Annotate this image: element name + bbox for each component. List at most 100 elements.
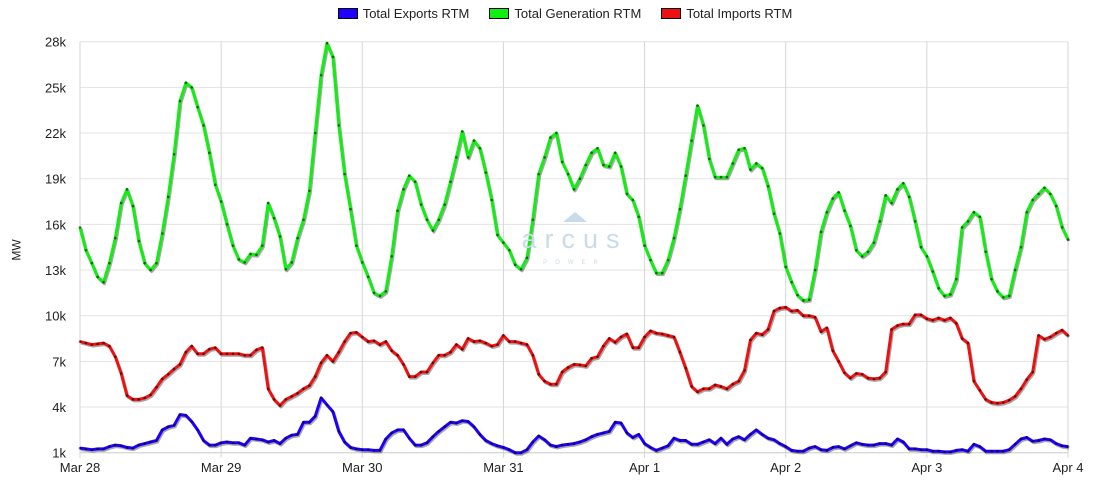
data-point <box>302 420 305 424</box>
data-point <box>213 443 217 447</box>
data-point <box>413 375 417 378</box>
data-point <box>984 398 987 401</box>
data-point <box>266 440 270 444</box>
data-point <box>319 361 323 365</box>
y-tick-label: 10k <box>45 309 66 324</box>
data-point <box>737 435 740 439</box>
data-point <box>366 275 370 279</box>
data-point <box>790 449 793 452</box>
data-point <box>490 344 493 348</box>
data-point <box>531 440 535 444</box>
data-point <box>349 331 352 335</box>
legend-swatch <box>489 8 510 19</box>
data-point <box>743 369 746 372</box>
data-point <box>155 439 158 442</box>
data-point <box>996 401 999 405</box>
data-point <box>143 396 146 400</box>
data-point <box>943 318 946 322</box>
data-point <box>384 290 388 293</box>
data-point <box>813 445 817 448</box>
data-point <box>778 442 782 445</box>
y-tick-label: 19k <box>45 172 66 187</box>
legend: Total Exports RTM Total Generation RTM T… <box>0 6 1100 21</box>
data-point <box>149 440 152 444</box>
data-point <box>1002 401 1005 404</box>
data-point <box>149 393 152 397</box>
data-point <box>566 172 570 176</box>
data-point <box>537 434 541 438</box>
data-point <box>237 352 241 356</box>
legend-item-generation[interactable]: Total Generation RTM <box>489 6 641 21</box>
data-point <box>625 431 629 435</box>
data-point <box>584 163 588 167</box>
legend-item-imports[interactable]: Total Imports RTM <box>661 6 792 21</box>
data-point <box>484 341 488 345</box>
data-point <box>766 436 770 440</box>
y-tick-label: 25k <box>45 80 66 95</box>
data-point <box>172 424 176 427</box>
data-point <box>572 363 576 366</box>
data-point <box>290 261 294 264</box>
data-point <box>607 165 611 168</box>
data-point <box>102 447 105 451</box>
data-point <box>813 315 817 319</box>
data-point <box>813 268 817 272</box>
data-point <box>819 330 823 333</box>
data-point <box>854 248 858 252</box>
data-point <box>1019 437 1023 441</box>
data-point <box>378 343 382 346</box>
data-point <box>890 443 893 447</box>
data-point <box>649 446 652 449</box>
legend-swatch <box>661 8 682 19</box>
data-point <box>255 348 258 352</box>
data-point <box>166 373 170 376</box>
data-point <box>396 353 399 357</box>
data-point <box>478 433 482 436</box>
data-point <box>549 382 552 386</box>
data-point <box>472 425 476 429</box>
data-point <box>843 447 846 451</box>
data-point <box>666 334 670 337</box>
data-point <box>837 360 840 363</box>
data-point <box>384 437 388 441</box>
series-line <box>78 41 1070 302</box>
data-point <box>966 341 970 345</box>
data-point <box>649 258 652 262</box>
y-axis-label: MW <box>9 239 24 261</box>
legend-item-exports[interactable]: Total Exports RTM <box>337 6 469 21</box>
data-point <box>525 256 529 260</box>
data-point <box>208 347 211 351</box>
data-point <box>190 420 194 423</box>
data-point <box>402 363 405 366</box>
data-point <box>502 446 505 449</box>
data-point <box>631 198 635 202</box>
data-point <box>707 438 711 442</box>
data-point <box>190 344 194 348</box>
data-point <box>1002 296 1005 299</box>
data-point <box>684 366 688 370</box>
data-point <box>278 404 282 407</box>
data-point <box>360 261 364 264</box>
data-point <box>343 440 346 444</box>
data-point <box>1019 387 1023 391</box>
data-point <box>237 258 241 261</box>
data-point <box>978 215 982 219</box>
data-point <box>143 442 146 445</box>
data-point <box>860 443 864 446</box>
data-point <box>161 232 164 235</box>
data-point <box>613 151 617 155</box>
data-point <box>1013 443 1017 446</box>
data-point <box>849 376 852 380</box>
data-point <box>1049 335 1052 339</box>
data-point <box>1060 226 1064 229</box>
data-point <box>249 436 252 440</box>
data-point <box>866 376 870 380</box>
data-point <box>460 419 464 423</box>
data-point <box>225 223 229 226</box>
data-point <box>1054 442 1058 445</box>
data-point <box>760 433 764 436</box>
data-point <box>696 443 699 446</box>
data-point <box>590 435 593 439</box>
x-tick-label: Apr 2 <box>770 460 801 475</box>
data-point <box>619 165 623 168</box>
